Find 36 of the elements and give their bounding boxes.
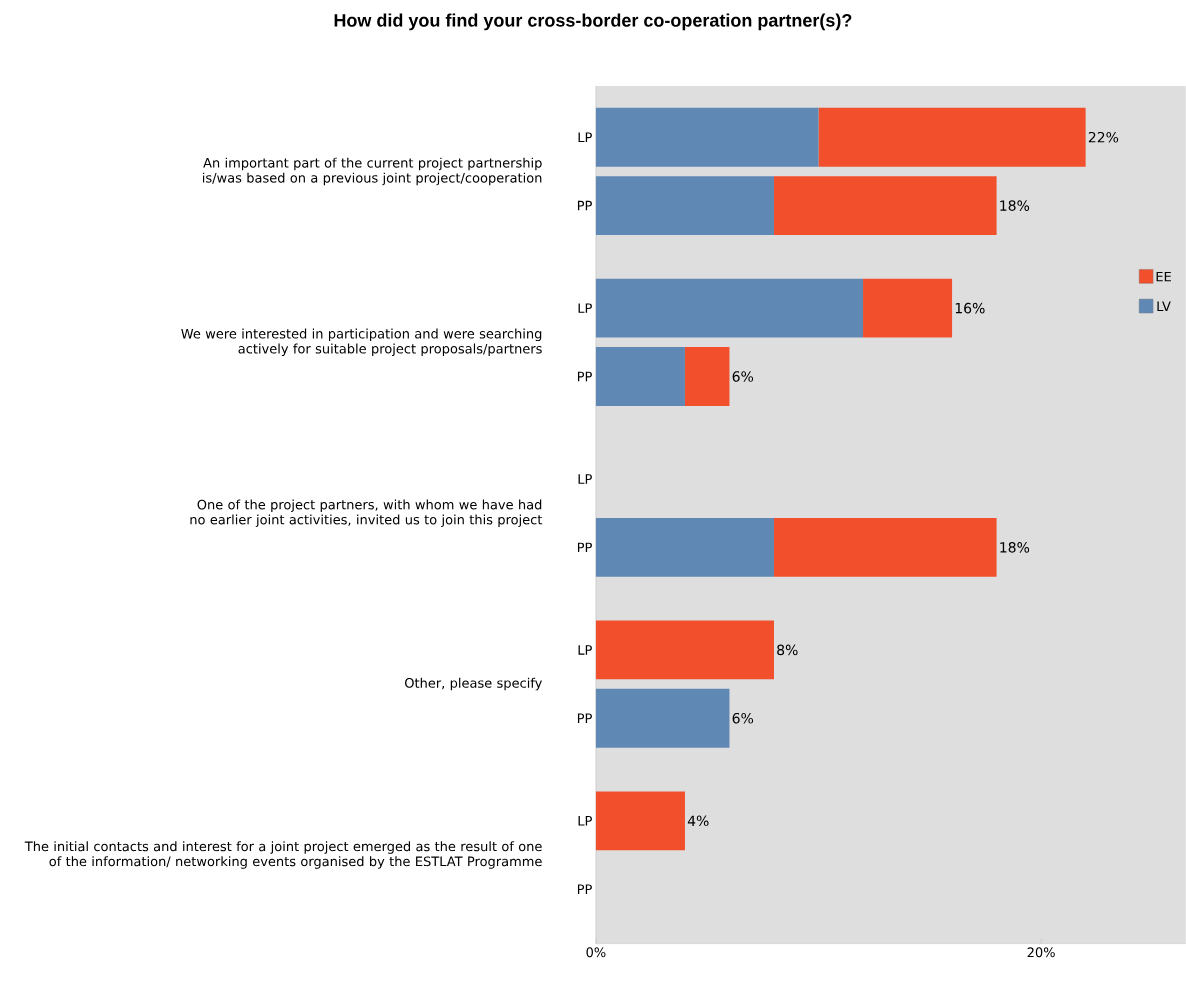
legend-label: EE [1156,271,1171,282]
y-tick-label: LP [578,816,592,826]
x-tick-label: 20% [1027,947,1055,958]
bar [595,620,774,680]
text: An important part of the current project partnership is/was based on a previous joint project/cooperation [203,157,542,186]
y-tick-label: LP [578,303,592,313]
y-tick-label: PP [577,542,592,553]
bar [595,347,685,406]
text: One of the project partners, with whom we have had no earlier joint activities, invited us to join this project [190,499,543,528]
y-tick-label: LP [578,474,592,484]
y-tick-label: PP [577,371,592,382]
y-tick-label: LP [578,132,592,143]
bar [863,278,953,338]
bar [595,791,685,851]
y-tick-label: PP [577,884,592,894]
total-label: 6% [732,371,754,382]
chart-title: How did you find your cross-border co-operation partner(s)? [334,13,852,31]
total-label: 4% [687,815,709,827]
legend-label: LV [1157,301,1171,312]
total-label: 6% [732,713,754,724]
y-tick-label: PP [577,200,592,211]
bar [595,688,730,748]
total-label: 18% [1000,542,1030,553]
bar [818,107,1086,167]
y-tick-label: LP [578,645,592,655]
x-tick-label: 0% [586,947,606,958]
bar [595,176,774,236]
text: The initial contacts and interest for a joint project emerged as the result of one of the information/ networking events organised by the ESTLAT Programme [24,841,542,869]
total-label: 8% [777,644,798,656]
total-label: 18% [1000,200,1030,211]
y-tick-label: PP [577,713,592,724]
total-label: 16% [955,302,985,314]
total-label: 22% [1088,132,1119,143]
text: Other, please specify [405,677,542,691]
text: We were interested in participation and were searching actively for suitable project proposals/partners [181,328,542,357]
bar [595,518,774,577]
